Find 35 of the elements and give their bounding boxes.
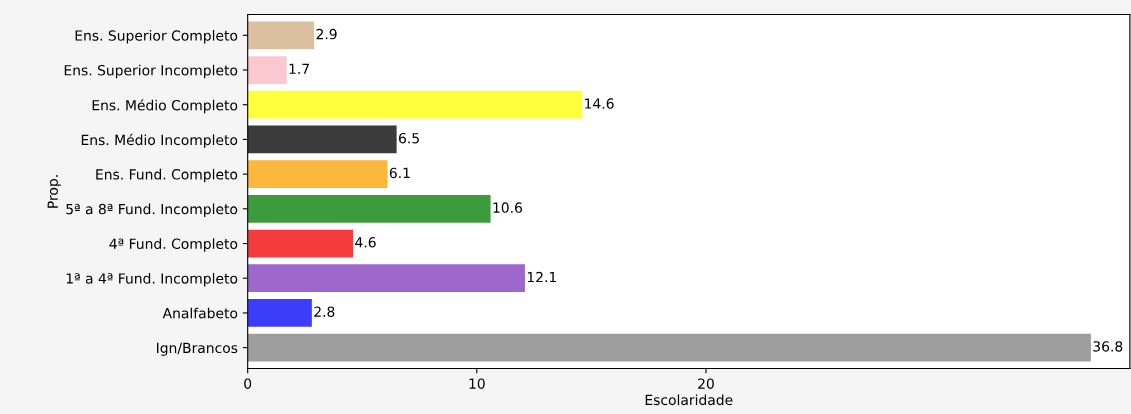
data-label: 6.1 [389,167,410,179]
y-tick-label: 4ª Fund. Completo [109,238,238,252]
y-tick-label: Ens. Médio Completo [92,99,238,114]
data-label: 14.6 [585,98,614,109]
data-label: 2.9 [316,28,337,40]
y-tick-label: Ens. Fund. Completo [96,168,238,183]
data-label: 4.6 [355,237,376,248]
x-tick-label: 10 [469,378,485,389]
y-tick-label: 1ª a 4ª Fund. Incompleto [66,272,238,287]
bar [247,56,287,84]
y-tick-label: Analfabeto [162,307,238,319]
bar [247,229,354,258]
data-label: 10.6 [493,202,523,213]
bar [247,90,583,119]
bar [247,264,525,293]
data-label: 36.8 [1093,341,1123,352]
bar [247,160,388,188]
bar [247,21,315,50]
bar [247,125,397,154]
y-tick-label: Ens. Superior Incompleto [64,64,238,79]
y-tick-label: Ens. Médio Incompleto [81,133,238,148]
y-tick-label: Ign/Brancos [157,342,238,356]
data-label: 12.1 [527,271,556,283]
y-tick-label: 5ª a 8ª Fund. Incompleto [66,203,238,217]
y-tick-label: Ens. Superior Completo [75,30,238,44]
bar [247,333,1091,362]
x-axis-title: Escolaridade [645,394,733,406]
bar [247,299,312,327]
x-tick-label: 0 [244,378,252,389]
bar [247,194,491,223]
y-axis-title: Prop. [47,175,61,208]
data-label: 1.7 [289,63,309,74]
x-tick-label: 20 [698,378,714,389]
data-label: 6.5 [398,132,419,144]
data-label: 2.8 [314,306,335,317]
